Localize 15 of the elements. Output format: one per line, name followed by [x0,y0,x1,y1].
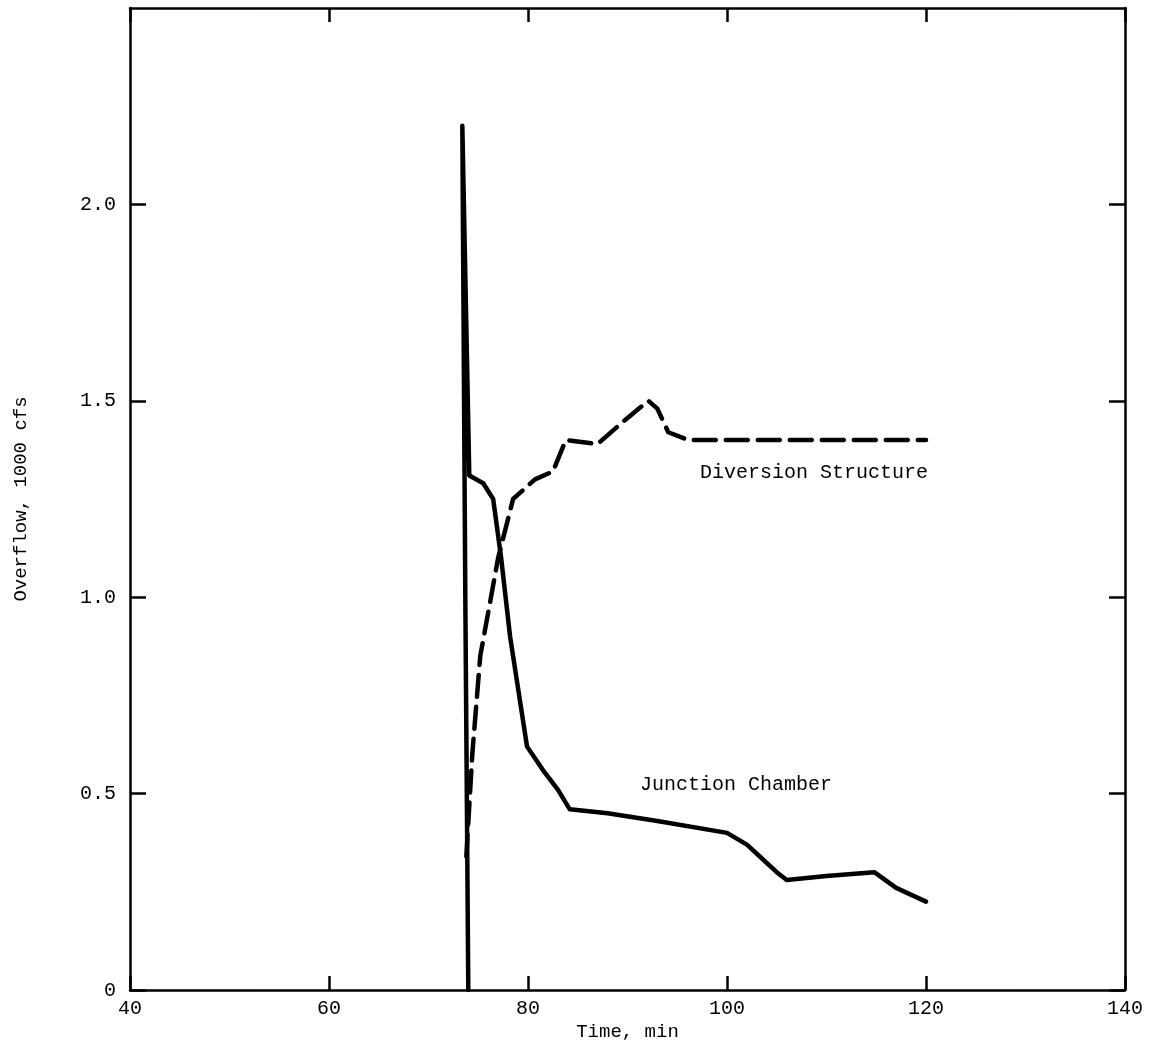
y-tick-label: 1.0 [79,585,116,609]
y-tick-label: 2.0 [79,192,116,216]
x-tick-label: 100 [708,996,746,1020]
x-tick-label: 120 [907,996,945,1020]
y-axis-title: Overflow, 1000 cfs [9,396,32,602]
y-tick-label: 0.5 [79,782,116,806]
x-tick-label: 80 [515,996,541,1020]
series-label: Junction Chamber [640,773,833,797]
x-tick-label: 60 [316,996,342,1020]
y-tick-label: 0 [103,978,116,1002]
x-axis-title: Time, min [576,1021,679,1044]
series-label: Diversion Structure [700,460,929,484]
y-tick-label: 1.5 [79,389,116,413]
x-tick-label: 140 [1106,996,1144,1020]
x-tick-label: 40 [117,996,143,1020]
